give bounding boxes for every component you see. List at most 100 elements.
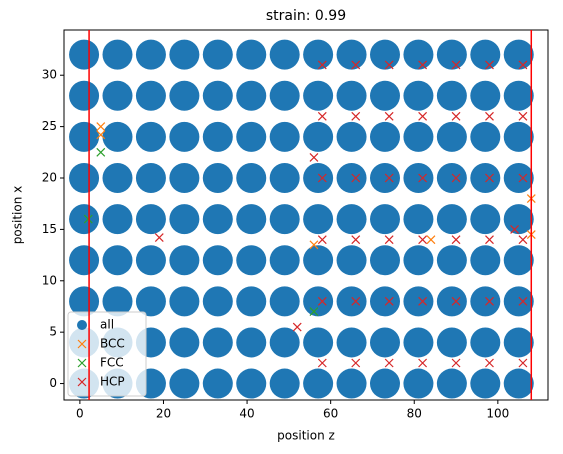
legend-marker xyxy=(77,358,87,368)
point xyxy=(403,368,434,399)
point xyxy=(135,163,166,193)
x-marker xyxy=(317,60,327,70)
point xyxy=(102,245,133,276)
point xyxy=(403,80,434,111)
legend-marker xyxy=(77,320,87,330)
x-marker xyxy=(351,60,361,70)
y-tick-label: 25 xyxy=(42,119,57,133)
point xyxy=(403,39,434,70)
point xyxy=(202,245,233,276)
y-tick-label: 15 xyxy=(42,222,57,236)
point xyxy=(336,80,367,111)
x-marker xyxy=(351,111,361,121)
point xyxy=(436,204,467,235)
x-marker xyxy=(292,322,302,332)
point xyxy=(269,39,300,70)
point xyxy=(169,163,200,193)
point xyxy=(102,204,133,235)
point xyxy=(135,80,166,111)
x-marker xyxy=(518,296,528,306)
point xyxy=(169,245,200,276)
point xyxy=(436,286,467,317)
point xyxy=(470,121,501,152)
point xyxy=(69,163,100,193)
point xyxy=(69,245,100,276)
point xyxy=(336,163,367,193)
point xyxy=(336,204,367,235)
point xyxy=(303,245,334,276)
point xyxy=(436,163,467,193)
x-marker xyxy=(317,173,327,183)
x-marker xyxy=(485,358,494,368)
x-marker xyxy=(317,111,327,121)
point xyxy=(336,121,367,152)
point xyxy=(202,368,233,399)
point xyxy=(69,121,100,152)
point xyxy=(169,80,200,111)
point xyxy=(202,39,233,70)
legend: all BCC FCC HCP xyxy=(67,311,147,397)
point xyxy=(236,39,267,70)
x-marker xyxy=(518,173,528,183)
point xyxy=(503,80,534,111)
x-marker xyxy=(485,111,494,121)
point xyxy=(403,245,434,276)
point xyxy=(369,39,400,70)
point xyxy=(269,327,300,358)
point xyxy=(303,286,334,317)
x-marker xyxy=(384,358,394,368)
point xyxy=(336,368,367,399)
plot-area xyxy=(69,39,536,399)
point xyxy=(303,163,334,193)
legend-label: all xyxy=(100,318,114,332)
point xyxy=(503,368,534,399)
x-marker xyxy=(418,358,428,368)
x-marker xyxy=(96,122,106,132)
legend-label: FCC xyxy=(100,356,124,370)
y-axis-label: position x xyxy=(11,186,25,244)
point xyxy=(236,204,267,235)
chart-title: strain: 0.99 xyxy=(266,8,346,24)
point xyxy=(236,163,267,193)
x-marker xyxy=(485,173,494,183)
point xyxy=(403,163,434,193)
point xyxy=(369,327,400,358)
point xyxy=(503,39,534,70)
x-marker xyxy=(518,60,528,70)
legend-marker xyxy=(77,339,87,349)
x-marker xyxy=(309,240,319,250)
point xyxy=(470,163,501,193)
point xyxy=(69,39,100,70)
x-axis-label: position z xyxy=(277,429,335,443)
legend-label: HCP xyxy=(100,375,125,389)
point xyxy=(269,245,300,276)
point xyxy=(436,80,467,111)
point xyxy=(369,368,400,399)
point xyxy=(503,286,534,317)
legend-box xyxy=(67,311,147,397)
x-marker xyxy=(351,358,361,368)
point xyxy=(436,368,467,399)
point xyxy=(236,327,267,358)
point xyxy=(436,327,467,358)
x-marker xyxy=(451,111,461,121)
point xyxy=(236,286,267,317)
x-marker xyxy=(418,235,428,245)
point xyxy=(169,204,200,235)
point xyxy=(436,121,467,152)
y-tick-label: 10 xyxy=(42,273,57,287)
x-marker xyxy=(384,111,394,121)
point xyxy=(269,368,300,399)
point xyxy=(403,204,434,235)
x-marker xyxy=(510,224,519,234)
point xyxy=(169,327,200,358)
point xyxy=(470,245,501,276)
point xyxy=(202,121,233,152)
point xyxy=(503,245,534,276)
point xyxy=(403,327,434,358)
point xyxy=(269,121,300,152)
point xyxy=(236,368,267,399)
point xyxy=(135,204,166,235)
point xyxy=(169,368,200,399)
